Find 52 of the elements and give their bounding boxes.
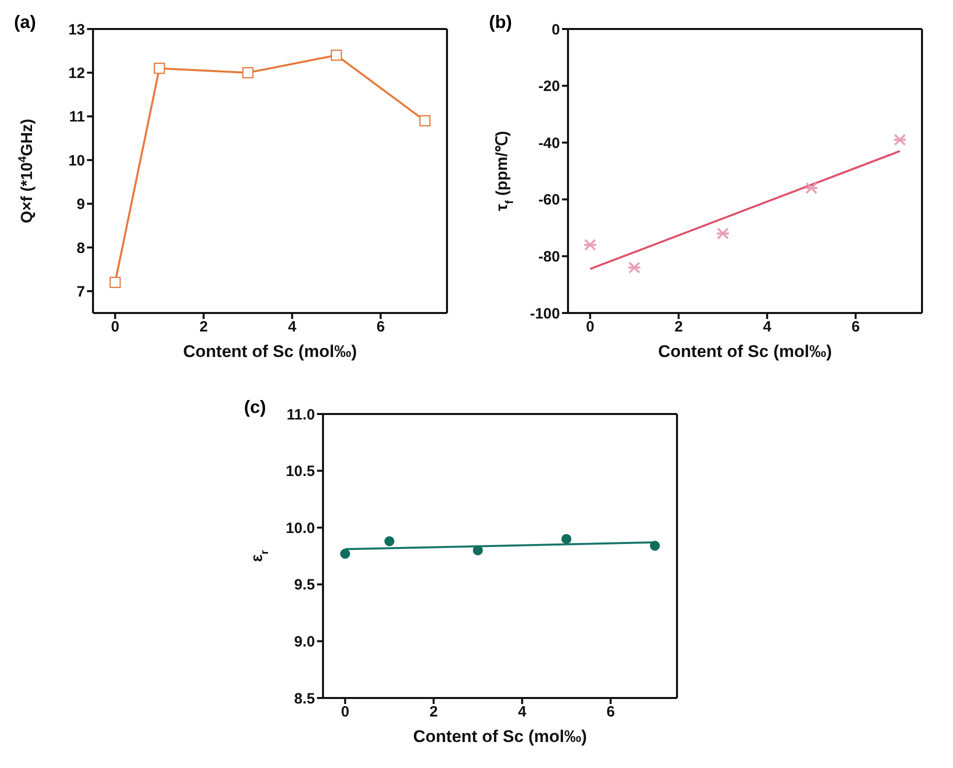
x-tick-label: 2 — [674, 318, 683, 336]
x-axis-title: Content of Sc (mol‰) — [183, 342, 357, 361]
chart-title: (c) — [244, 397, 266, 418]
y-tick-label: 10 — [68, 152, 85, 170]
y-tick-label: 7 — [76, 283, 85, 300]
y-tick-label: 13 — [68, 21, 85, 38]
x-tick-label: 0 — [340, 704, 350, 721]
y-tick-label: 0 — [552, 21, 560, 38]
point — [340, 548, 350, 559]
x-tick-label: 4 — [288, 318, 297, 336]
point — [154, 62, 165, 74]
point — [716, 227, 730, 240]
y-tick-label: -80 — [538, 248, 560, 266]
x-tick-label: 6 — [851, 318, 860, 336]
point — [892, 134, 907, 146]
y-tick-label: -60 — [538, 192, 560, 209]
y-tick-label: 9.5 — [294, 576, 315, 594]
x-tick-label: 6 — [606, 704, 615, 721]
x-axis-title: Content of Sc (mol‰) — [413, 727, 587, 746]
x-axis-title: Content of Sc (mol‰) — [658, 342, 832, 361]
y-tick-label: 11 — [69, 108, 85, 126]
y-tick-label: 8 — [76, 240, 85, 257]
x-tick-label: 4 — [762, 318, 772, 336]
x-tick-label: 0 — [110, 318, 120, 336]
point — [804, 182, 818, 194]
x-tick-label: 2 — [199, 318, 208, 336]
y-tick-label: 10.0 — [286, 520, 315, 537]
y-tick-label: 8.5 — [294, 690, 315, 708]
point — [419, 115, 430, 126]
point — [330, 50, 342, 61]
y-tick-label: 9 — [76, 196, 85, 214]
x-tick-label: 6 — [376, 318, 385, 336]
point — [110, 276, 121, 288]
chart-title: (a) — [14, 12, 36, 33]
y-tick-label: -40 — [538, 134, 560, 152]
x-tick-label: 4 — [518, 704, 527, 721]
point — [650, 540, 660, 551]
x-tick-label: 0 — [586, 318, 594, 336]
point — [561, 534, 572, 544]
point — [384, 536, 394, 546]
point — [583, 238, 598, 251]
y-tick-label: 12 — [68, 65, 85, 82]
point — [472, 545, 483, 556]
y-tick-label: -100 — [530, 305, 560, 322]
chart-title: (b) — [489, 12, 512, 33]
y-tick-label: 9.0 — [294, 634, 315, 651]
point — [627, 262, 642, 274]
y-tick-label: -20 — [538, 78, 560, 96]
y-tick-label: 11.0 — [286, 406, 315, 424]
x-tick-label: 2 — [429, 704, 438, 721]
point — [242, 67, 254, 78]
y-tick-label: 10.5 — [286, 463, 315, 480]
